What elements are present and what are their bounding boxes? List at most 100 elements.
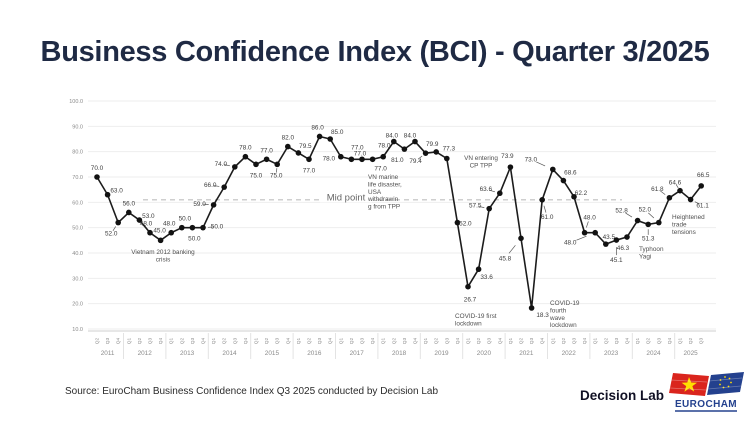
data-point (422, 150, 429, 156)
eurocham-logo: EUROCHAM (669, 372, 744, 412)
chart-annotation: VN entering CP TPP (464, 155, 498, 169)
data-point-label: 50.0 (188, 236, 201, 243)
year-label: 2014 (222, 350, 237, 357)
quarter-tick-label: Q2 (137, 337, 143, 344)
label-connector (417, 155, 423, 160)
data-point (444, 155, 450, 162)
quarter-tick-label: Q3 (614, 337, 620, 344)
data-point (210, 202, 217, 208)
mid-point-label-bg (320, 190, 372, 203)
data-point-label: 61.8 (651, 186, 664, 193)
data-point (306, 156, 312, 163)
quarter-tick-label: Q4 (455, 337, 461, 344)
year-label: 2020 (477, 350, 492, 357)
y-axis-tick-label: 80.0 (72, 150, 83, 156)
quarter-tick-label: Q3 (699, 337, 705, 344)
quarter-tick-label: Q3 (402, 337, 408, 344)
data-point-label: 63.0 (110, 188, 123, 195)
y-axis-tick-label: 40.0 (72, 251, 83, 257)
data-point (581, 229, 588, 236)
quarter-tick-label: Q4 (116, 337, 122, 344)
data-point (221, 184, 227, 190)
label-connector (224, 164, 230, 167)
data-point-label: 75.0 (250, 172, 263, 179)
quarter-tick-label: Q2 (519, 337, 525, 344)
quarter-tick-label: Q4 (625, 337, 631, 344)
quarter-tick-label: Q1 (254, 337, 260, 344)
data-point-label: 52.0 (639, 207, 652, 214)
data-point (645, 221, 651, 228)
quarter-tick-label: Q3 (232, 337, 238, 344)
data-point-label: 77.0 (260, 147, 273, 154)
quarter-tick-label: Q2 (561, 337, 567, 344)
data-point (687, 196, 694, 203)
data-point (454, 219, 461, 226)
data-point (698, 183, 704, 189)
data-point (518, 235, 524, 242)
data-point (115, 219, 121, 226)
label-connector (675, 184, 679, 189)
data-point (380, 153, 387, 160)
quarter-tick-label: Q1 (169, 337, 175, 344)
data-point (401, 146, 408, 152)
quarter-tick-label: Q4 (243, 337, 249, 344)
label-connector (536, 161, 546, 167)
data-point (263, 156, 270, 163)
year-label: 2025 (683, 350, 698, 357)
data-point-label: 48.0 (583, 215, 596, 222)
label-connector (112, 226, 117, 232)
quarter-tick-label: Q3 (105, 337, 111, 344)
data-point-label: 45.8 (499, 255, 512, 262)
eurocham-wordmark: EUROCHAM (675, 399, 737, 410)
y-axis-tick-label: 60.0 (72, 200, 83, 206)
quarter-tick-label: Q2 (307, 337, 313, 344)
chart-annotations: Vietnam 2012 banking crisis VN marine life … (131, 155, 705, 329)
quarter-tick-label: Q3 (148, 337, 154, 344)
data-point-label: 57.5 (469, 203, 482, 210)
data-point (295, 150, 302, 156)
year-label: 2015 (265, 350, 280, 357)
label-connector (648, 212, 655, 219)
year-label: 2011 (101, 350, 115, 357)
data-point-label: 73.0 (525, 156, 538, 163)
data-point (147, 229, 153, 236)
data-point-label: 52.0 (459, 221, 472, 228)
data-point-label: 18.3 (536, 312, 549, 319)
quarter-tick-label: Q2 (476, 337, 482, 344)
quarter-tick-label: Q4 (328, 337, 334, 344)
data-point-label: 62.2 (575, 190, 588, 197)
y-axis-tick-label: 10.0 (72, 327, 83, 333)
label-connector (543, 205, 547, 213)
data-point (94, 174, 100, 180)
quarter-tick-label: Q4 (582, 337, 588, 344)
quarter-tick-label: Q3 (444, 337, 450, 344)
label-connector (489, 189, 495, 193)
data-point-label: 79.9 (426, 141, 439, 148)
data-point (168, 229, 174, 236)
data-point-label: 82.0 (282, 135, 295, 142)
data-point-label: 33.6 (480, 274, 493, 281)
label-connector (576, 235, 587, 241)
data-point (677, 187, 683, 194)
quarter-tick-label: Q3 (656, 337, 662, 344)
data-point-label: 51.3 (642, 235, 655, 242)
data-points: 70.063.052.056.053.048.045.048.050.050.0… (91, 124, 710, 319)
data-point-label: 86.0 (311, 124, 324, 131)
data-point-label: 66.5 (697, 172, 710, 179)
gridlines: 10.0 20.0 30.0 40.0 50.0 60.0 70.0 80.0 90.0 100.… (69, 99, 716, 333)
quarter-tick-label: Q3 (317, 337, 323, 344)
data-point-label: 61.0 (541, 214, 554, 221)
chart-annotation: Vietnam 2012 banking crisis (131, 249, 195, 263)
quarter-tick-label: Q1 (635, 337, 641, 344)
quarter-tick-label: Q3 (360, 337, 366, 344)
bci-series-line (96, 135, 702, 309)
quarter-tick-label: Q4 (158, 337, 164, 344)
data-point (126, 209, 132, 216)
data-point-label: 78.0 (378, 143, 391, 150)
quarter-tick-label: Q1 (550, 337, 556, 344)
data-point (528, 305, 535, 311)
year-label: 2017 (350, 350, 365, 357)
data-point-label: 53.0 (142, 213, 155, 220)
data-point-label: 75.0 (270, 172, 283, 179)
